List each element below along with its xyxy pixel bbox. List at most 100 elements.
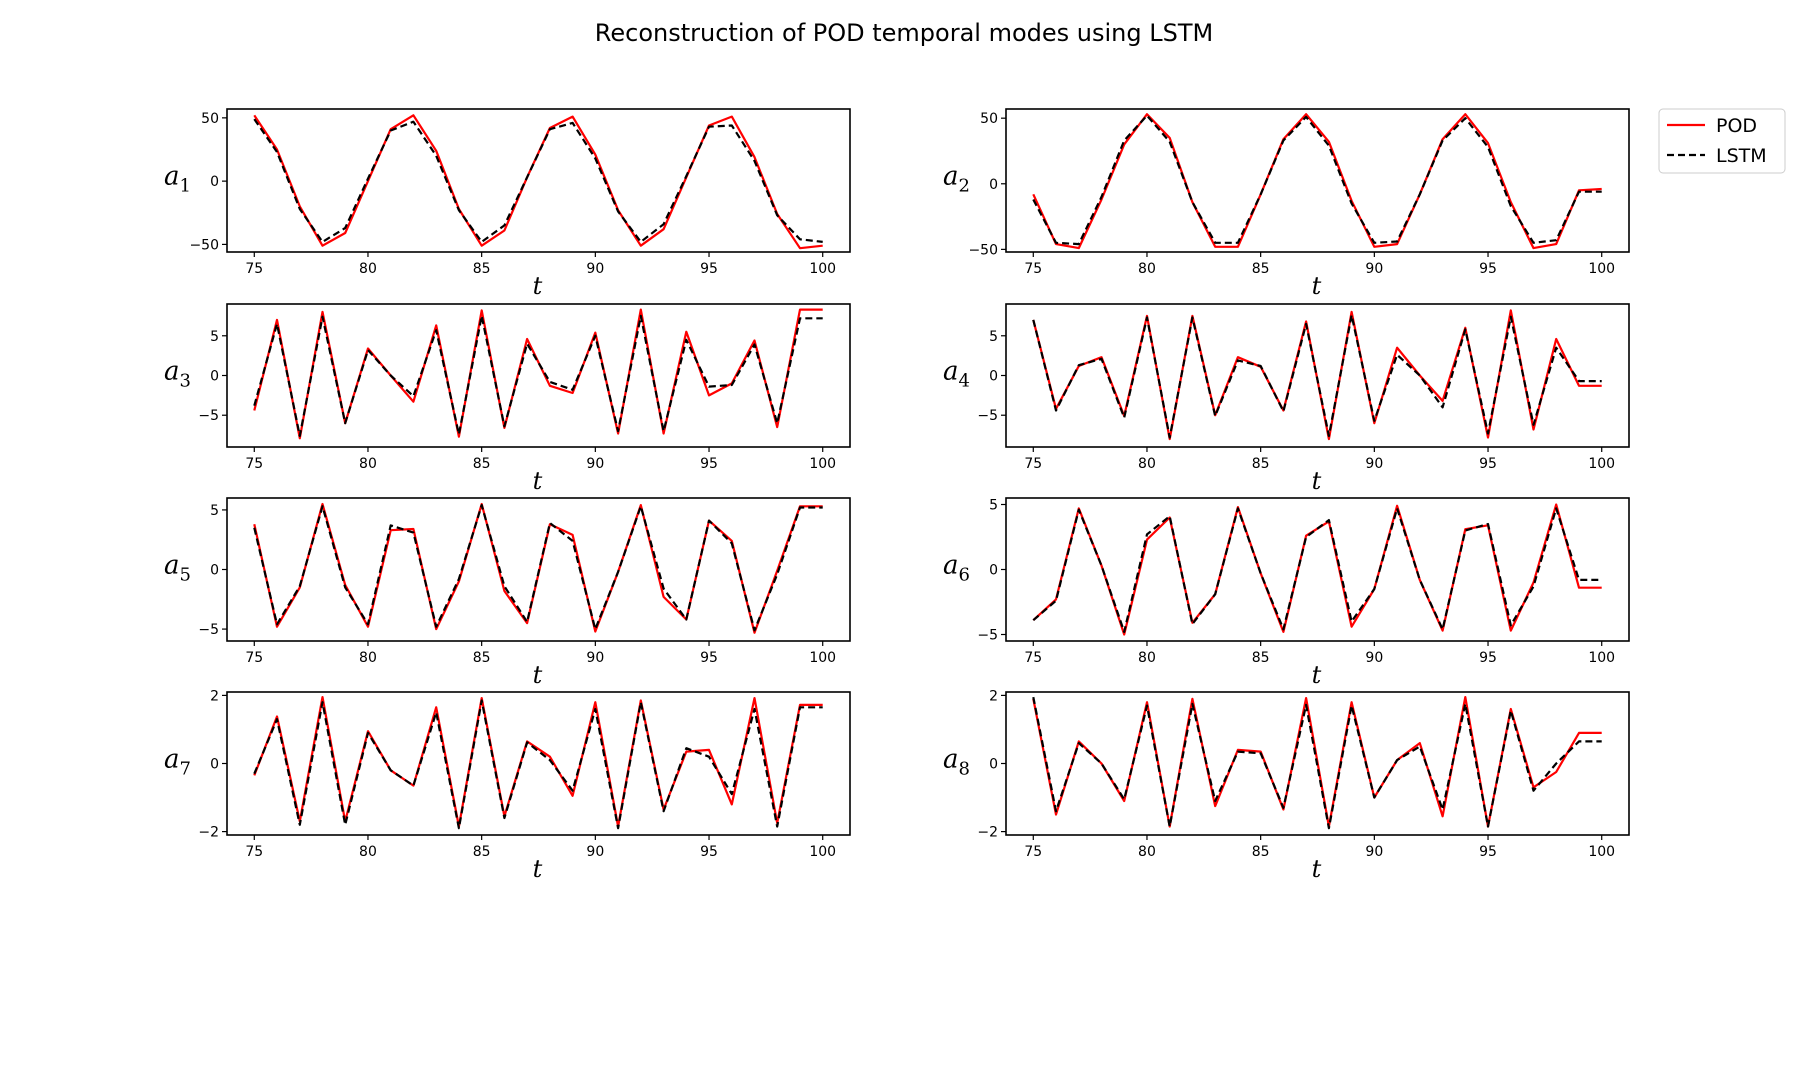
figure-title: Reconstruction of POD temporal modes usi… (595, 19, 1213, 47)
x-tick-label: 100 (809, 650, 836, 666)
subplot-a6: 75 80 85 90 95 100 −5 0 5 t a6 (943, 497, 1630, 689)
series-line-lstm (253, 699, 823, 830)
subplot-a1: 75 80 85 90 95 100 −50 0 50 t a1 (164, 108, 851, 300)
y-tick-label: 0 (210, 369, 219, 385)
x-tick-label: 80 (359, 650, 377, 666)
series-line-lstm (253, 314, 823, 437)
x-tick-label: 90 (1365, 844, 1383, 860)
series-line-lstm (253, 118, 823, 243)
subplot-a7: 75 80 85 90 95 100 −2 0 2 t a7 (164, 688, 851, 883)
x-tick-label: 80 (359, 261, 377, 277)
series-line-lstm (1032, 696, 1602, 830)
x-tick-label: 100 (1588, 261, 1615, 277)
x-tick-label: 80 (1138, 844, 1156, 860)
y-tick-label: 0 (210, 563, 219, 579)
series-line-lstm (253, 504, 823, 632)
x-tick-label: 100 (809, 456, 836, 472)
x-tick-label: 85 (1252, 844, 1270, 860)
x-tick-label: 95 (1479, 261, 1497, 277)
x-tick-label: 75 (245, 650, 263, 666)
y-axis-label: a7 (164, 745, 191, 780)
x-tick-label: 90 (1365, 650, 1383, 666)
y-tick-label: 50 (980, 111, 998, 127)
x-tick-label: 75 (245, 844, 263, 860)
y-tick-label: 0 (210, 174, 219, 190)
x-tick-label: 95 (700, 261, 718, 277)
y-tick-label: −5 (198, 622, 219, 638)
y-axis-label: a5 (164, 551, 191, 586)
x-tick-label: 90 (1365, 456, 1383, 472)
series-line-lstm (1032, 507, 1602, 634)
x-tick-label: 75 (245, 456, 263, 472)
y-tick-label: 5 (989, 329, 998, 345)
x-tick-label: 85 (473, 844, 491, 860)
x-tick-label: 85 (473, 456, 491, 472)
x-tick-label: 100 (1588, 456, 1615, 472)
subplot-a8: 75 80 85 90 95 100 −2 0 2 t a8 (943, 688, 1630, 883)
x-axis-label: t (533, 855, 543, 883)
x-axis-label: t (1312, 467, 1322, 495)
x-tick-label: 95 (1479, 844, 1497, 860)
x-tick-label: 95 (700, 650, 718, 666)
x-tick-label: 95 (700, 456, 718, 472)
x-tick-label: 100 (809, 261, 836, 277)
x-axis-label: t (1312, 661, 1322, 689)
x-tick-label: 75 (1024, 456, 1042, 472)
x-tick-label: 95 (700, 844, 718, 860)
series-line-pod (253, 114, 823, 250)
series-line-pod (1032, 113, 1602, 250)
y-axis-label: a3 (164, 357, 191, 392)
x-tick-label: 80 (359, 844, 377, 860)
x-tick-label: 85 (473, 650, 491, 666)
series-line-lstm (1032, 114, 1602, 246)
y-tick-label: 0 (989, 369, 998, 385)
x-tick-label: 75 (245, 261, 263, 277)
x-tick-label: 90 (1365, 261, 1383, 277)
y-tick-label: 0 (989, 563, 998, 579)
x-tick-label: 100 (809, 844, 836, 860)
legend: POD LSTM (1658, 108, 1786, 174)
y-tick-label: 50 (201, 111, 219, 127)
y-tick-label: −50 (968, 242, 998, 258)
x-tick-label: 100 (1588, 650, 1615, 666)
x-axis-label: t (1312, 855, 1322, 883)
x-tick-label: 90 (586, 261, 604, 277)
y-tick-label: 2 (989, 688, 998, 704)
y-axis-label: a4 (943, 357, 970, 392)
x-tick-label: 90 (586, 650, 604, 666)
subplot-a5: 75 80 85 90 95 100 −5 0 5 t a5 (164, 497, 851, 689)
subplot-a2: 75 80 85 90 95 100 −50 0 50 t a2 (943, 108, 1630, 300)
x-tick-label: 95 (1479, 650, 1497, 666)
y-tick-label: −5 (198, 408, 219, 424)
x-tick-label: 80 (1138, 261, 1156, 277)
y-tick-label: −50 (189, 237, 219, 253)
axes-frame (1005, 108, 1630, 253)
x-tick-label: 75 (1024, 650, 1042, 666)
subplot-a4: 75 80 85 90 95 100 −5 0 5 t a4 (943, 303, 1630, 495)
y-tick-label: 5 (989, 498, 998, 514)
y-axis-label: a8 (943, 745, 970, 780)
x-tick-label: 80 (1138, 456, 1156, 472)
x-tick-label: 90 (586, 456, 604, 472)
x-tick-label: 80 (1138, 650, 1156, 666)
y-tick-label: 2 (210, 688, 219, 704)
y-tick-label: −2 (977, 825, 998, 841)
y-tick-label: 0 (989, 177, 998, 193)
y-tick-label: −2 (198, 825, 219, 841)
x-tick-label: 75 (1024, 844, 1042, 860)
legend-pod-label: POD (1716, 115, 1757, 137)
x-tick-label: 80 (359, 456, 377, 472)
x-tick-label: 90 (586, 844, 604, 860)
series-line-lstm (1032, 314, 1602, 439)
y-tick-label: 0 (210, 757, 219, 773)
y-tick-label: 5 (210, 329, 219, 345)
subplot-a3: 75 80 85 90 95 100 −5 0 5 t a3 (164, 303, 851, 495)
x-tick-label: 85 (1252, 261, 1270, 277)
y-axis-label: a6 (943, 551, 970, 586)
x-tick-label: 85 (1252, 456, 1270, 472)
x-tick-label: 95 (1479, 456, 1497, 472)
y-tick-label: −5 (977, 408, 998, 424)
